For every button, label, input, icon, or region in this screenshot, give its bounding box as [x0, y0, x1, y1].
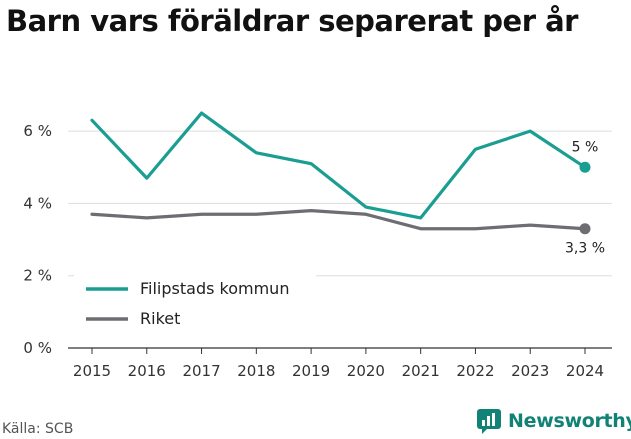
source-note: Källa: SCB	[2, 421, 74, 437]
legend: Filipstads kommun Riket	[74, 272, 316, 338]
y-tick-label: 0 %	[23, 339, 52, 357]
brand-name: Newsworthy	[508, 410, 631, 432]
legend-label: Filipstads kommun	[140, 279, 289, 298]
legend-background	[74, 272, 316, 338]
series-line-1	[90, 209, 587, 231]
x-tick-label: 2020	[347, 362, 385, 380]
data-label: 3,3 %	[565, 241, 605, 257]
x-tick-label: 2024	[566, 362, 604, 380]
series-end-point-0	[579, 161, 591, 173]
legend-label: Riket	[140, 309, 180, 328]
data-label: 5 %	[572, 139, 599, 155]
x-tick-label: 2023	[511, 362, 549, 380]
series-line-0	[90, 111, 587, 220]
x-tick-label: 2022	[456, 362, 494, 380]
series-layer: 5 % 3,3 %	[90, 111, 605, 257]
x-tick-label: 2015	[73, 362, 111, 380]
grid-layer	[68, 130, 612, 277]
x-tick-label: 2021	[402, 362, 440, 380]
x-tick-label: 2019	[292, 362, 330, 380]
x-tick-label: 2017	[182, 362, 220, 380]
chart-title: Barn vars föräldrar separerat per år	[6, 4, 578, 38]
newsworthy-logo-icon	[477, 409, 501, 434]
series-end-point-1	[579, 223, 591, 235]
y-tick-label: 4 %	[23, 194, 52, 212]
x-tick-label: 2018	[237, 362, 275, 380]
y-tick-label: 2 %	[23, 267, 52, 285]
x-tick-label: 2016	[128, 362, 166, 380]
brand[interactable]: Newsworthy	[476, 408, 631, 434]
axis-layer: 0 % 2 % 4 % 6 % 2015 2016 2017 2018 2019 2020 2021…	[23, 122, 612, 380]
y-tick-label: 6 %	[23, 122, 52, 140]
